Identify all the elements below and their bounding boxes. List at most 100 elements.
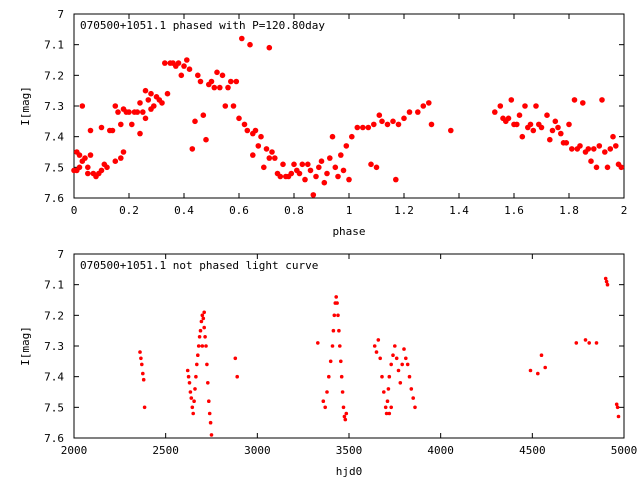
data-point-unphased [614,402,619,407]
data-point-phased [236,115,242,122]
data-point-phased [247,41,253,48]
x-tick-label-phased: 1.8 [559,204,579,217]
data-point-unphased [536,371,540,376]
data-point-phased [371,121,377,128]
data-point-phased [148,90,154,97]
data-point-phased [335,173,341,180]
data-point-phased [530,127,537,134]
data-point-unphased [539,353,544,358]
data-point-phased [134,109,141,115]
data-point-unphased [197,335,202,339]
data-point-unphased [528,368,533,373]
data-point-phased [195,72,201,79]
data-point-phased [288,170,295,177]
data-point-unphased [189,396,194,400]
data-point-phased [384,121,391,128]
data-point-phased [307,167,314,174]
data-point-unphased [206,381,210,385]
data-point-unphased [389,405,394,410]
data-point-phased [519,133,526,140]
data-point-unphased [394,356,399,361]
data-point-phased [393,176,399,183]
data-point-unphased [208,420,213,425]
data-point-unphased [140,362,144,367]
data-point-phased [137,130,143,137]
data-point-phased [332,164,339,171]
data-point-unphased [209,433,214,437]
data-point-unphased [203,335,207,339]
data-point-phased [516,112,523,118]
data-point-phased [577,143,583,149]
x-tick-label-phased: 0.6 [229,204,249,217]
data-point-unphased [316,341,320,345]
y-axis-label-unphased: I[mag] [19,326,32,366]
data-point-phased [142,115,149,122]
data-point-phased [258,133,264,140]
y-tick-label-phased: 7.3 [44,100,64,113]
data-point-phased [181,63,187,69]
x-tick-label-phased: 1 [346,204,353,217]
x-tick-label-unphased: 2000 [61,444,88,457]
data-point-phased [239,35,245,42]
data-point-phased [379,118,385,125]
data-point-phased [514,121,520,128]
data-point-unphased [411,396,416,400]
data-point-unphased [574,341,579,345]
data-point-phased [360,124,366,131]
y-tick-label-phased: 7.1 [44,39,64,52]
data-point-unphased [376,338,381,342]
x-tick-label-phased: 0.2 [119,204,139,217]
data-point-unphased [196,344,201,348]
data-point-phased [151,103,157,109]
y-tick-label-phased: 7.6 [44,192,64,205]
data-point-phased [354,124,361,131]
data-point-unphased [193,387,197,391]
data-point-phased [112,158,119,164]
data-point-phased [563,140,570,146]
data-point-phased [448,127,454,134]
data-point-unphased [202,325,206,330]
data-point-phased [544,112,550,118]
data-point-phased [368,161,374,168]
data-point-unphased [235,374,239,379]
data-point-phased [599,97,605,103]
data-point-unphased [199,319,204,324]
plot-frame-unphased [73,253,625,439]
data-points-unphased [138,276,621,437]
data-point-unphased [139,356,143,361]
data-point-phased [140,109,146,115]
data-point-unphased [393,344,397,348]
data-point-unphased [385,399,390,404]
data-point-phased [189,146,196,152]
data-point-unphased [142,405,147,410]
data-point-unphased [323,405,328,410]
data-point-phased [324,170,330,177]
data-point-phased [233,78,240,85]
data-point-phased [338,152,344,158]
data-point-unphased [332,313,337,318]
x-tick-label-phased: 2 [621,204,628,217]
unphased-light-curve-panel: 2000 2500 3000 3500 4000 4500 5000 7 7.1 7.2 7.3 7.… [19,248,637,478]
data-point-unphased [335,301,339,305]
data-point-phased [607,146,614,152]
data-point-phased [618,164,625,171]
data-point-phased [184,57,190,63]
data-point-phased [390,118,396,125]
data-point-unphased [391,353,395,358]
axis-ticks-phased: 0 0.2 0.4 0.6 0.8 1 1.2 1.4 1.6 1.8 2 7 7.1 7.2 7.3 7.4… [44,8,627,217]
data-point-phased [118,121,124,128]
data-point-phased [538,124,545,131]
data-point-phased [164,90,171,97]
data-point-unphased [205,362,209,367]
data-point-phased [87,152,94,158]
data-points-phased [71,35,625,198]
y-tick-label-unphased: 7.1 [44,279,64,292]
y-tick-label-phased: 7.4 [44,131,64,144]
data-point-phased [426,100,432,106]
x-tick-label-phased: 0.8 [284,204,304,217]
x-tick-label-unphased: 3500 [336,444,363,457]
data-point-phased [508,97,515,103]
x-tick-label-unphased: 2500 [152,444,179,457]
